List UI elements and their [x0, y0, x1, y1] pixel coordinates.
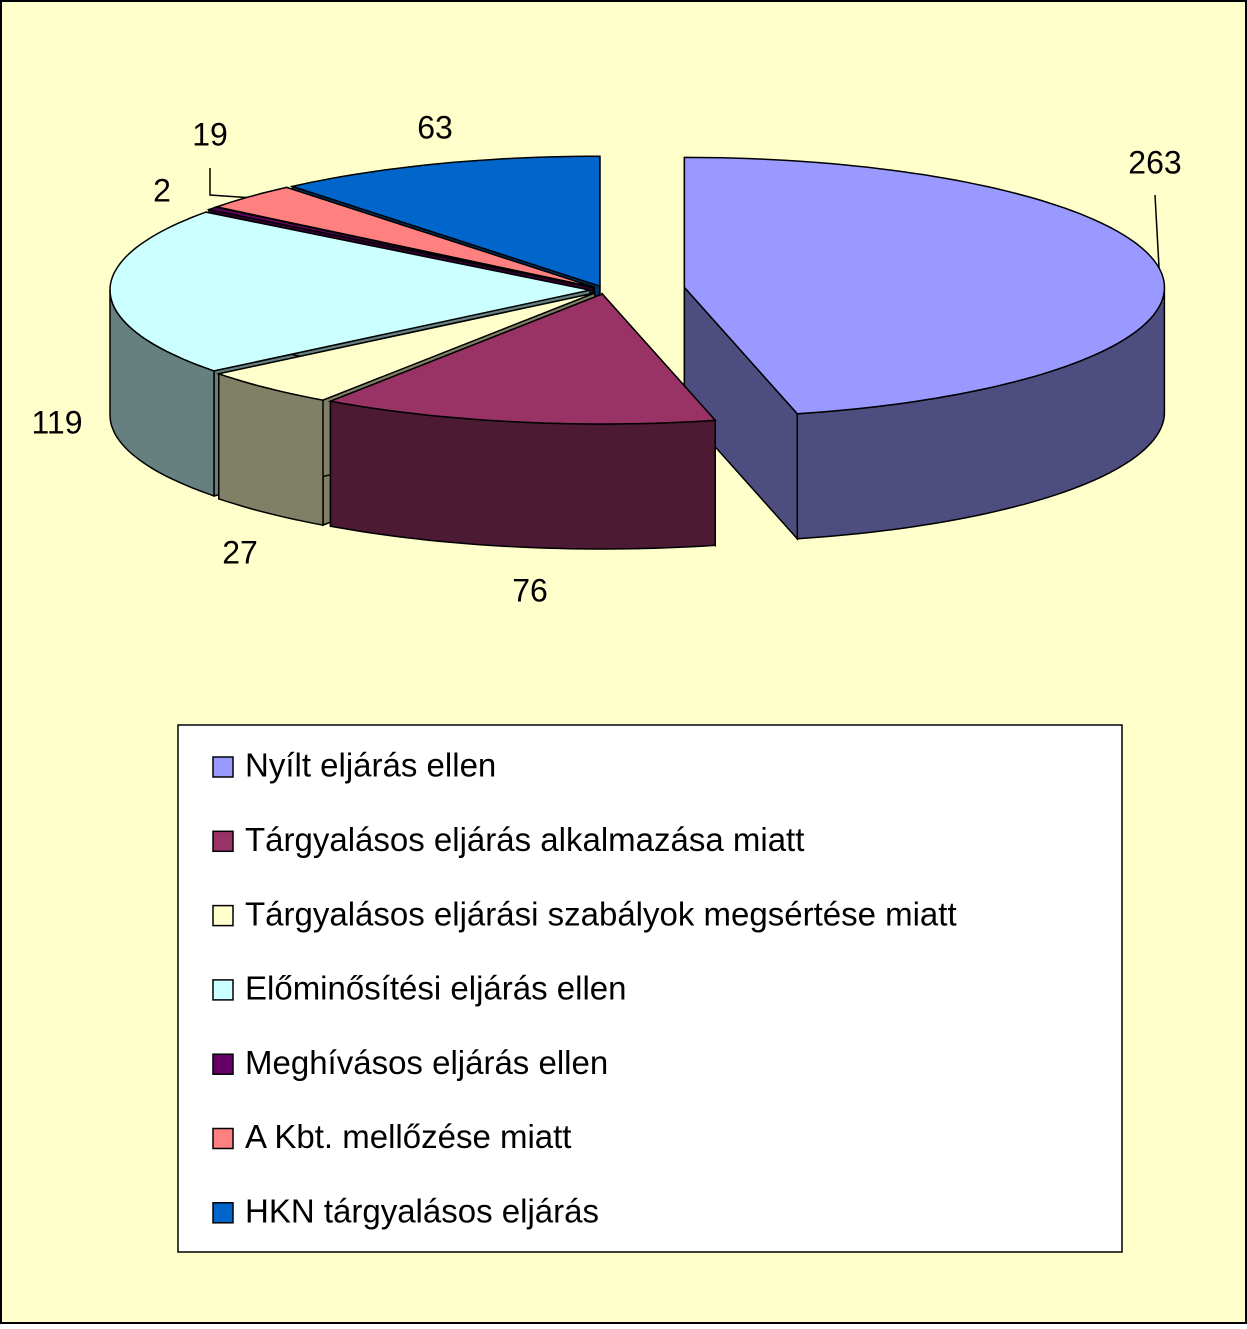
- legend-swatch: [212, 756, 234, 778]
- data-label: 27: [222, 534, 258, 570]
- slice: [213, 186, 595, 288]
- legend-swatch: [212, 979, 234, 1001]
- legend-label: Nyílt eljárás ellen: [245, 747, 496, 784]
- data-label: 63: [417, 109, 453, 145]
- legend-label: A Kbt. mellőzése miatt: [245, 1118, 571, 1155]
- legend-label: Tárgyalásos eljárási szabályok megsértés…: [245, 895, 957, 932]
- slice: [109, 211, 591, 372]
- legend-label: HKN tárgyalásos eljárás: [245, 1193, 599, 1230]
- legend-label: Előminősítési eljárás ellen: [245, 970, 627, 1007]
- legend-label: Tárgyalásos eljárás alkalmazása miatt: [245, 821, 804, 858]
- legend-swatch: [212, 1053, 234, 1075]
- slice: [206, 206, 594, 289]
- slice: [683, 156, 1166, 415]
- legend-items: Nyílt eljárás ellen Tárgyalásos eljárás a…: [212, 747, 957, 1230]
- data-label: 76: [512, 572, 548, 608]
- legend-swatch: [212, 830, 234, 853]
- slice: [327, 293, 717, 425]
- legend-label: Meghívásos eljárás ellen: [245, 1044, 608, 1081]
- data-label: 2: [153, 172, 171, 208]
- legend-swatch: [212, 1127, 234, 1150]
- legend-swatch: [212, 904, 234, 927]
- data-label: 263: [1128, 144, 1181, 180]
- slice: [215, 292, 596, 401]
- data-label: 119: [31, 404, 82, 440]
- data-label: 19: [192, 116, 228, 152]
- legend: [177, 724, 1123, 1253]
- legend-swatch: [212, 1202, 234, 1224]
- slice: [289, 155, 601, 288]
- pie: [109, 155, 1166, 550]
